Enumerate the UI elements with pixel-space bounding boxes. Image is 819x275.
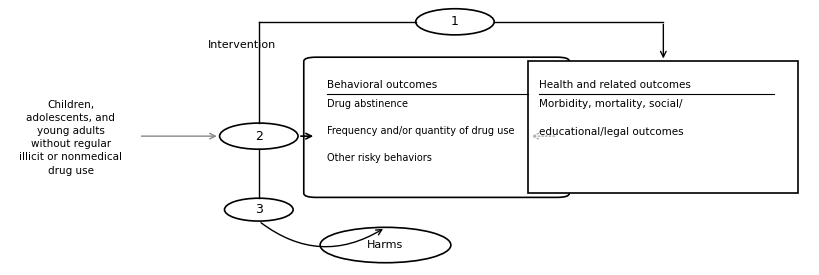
Text: Drug abstinence: Drug abstinence <box>326 99 407 109</box>
Bar <box>528 61 797 193</box>
Text: 3: 3 <box>255 203 262 216</box>
Text: 1: 1 <box>450 15 459 28</box>
Text: Other risky behaviors: Other risky behaviors <box>326 153 431 163</box>
Text: Harms: Harms <box>367 240 403 250</box>
Text: educational/legal outcomes: educational/legal outcomes <box>538 127 683 138</box>
Text: Health and related outcomes: Health and related outcomes <box>538 80 690 90</box>
FancyBboxPatch shape <box>303 57 568 197</box>
Text: Intervention: Intervention <box>208 40 276 50</box>
Text: Frequency and/or quantity of drug use: Frequency and/or quantity of drug use <box>326 126 514 136</box>
Text: Morbidity, mortality, social/: Morbidity, mortality, social/ <box>538 99 681 109</box>
Text: Behavioral outcomes: Behavioral outcomes <box>326 80 437 90</box>
Ellipse shape <box>319 227 450 263</box>
Text: 2: 2 <box>255 130 262 143</box>
Text: Children,
adolescents, and
young adults
without regular
illicit or nonmedical
dr: Children, adolescents, and young adults … <box>20 100 122 175</box>
